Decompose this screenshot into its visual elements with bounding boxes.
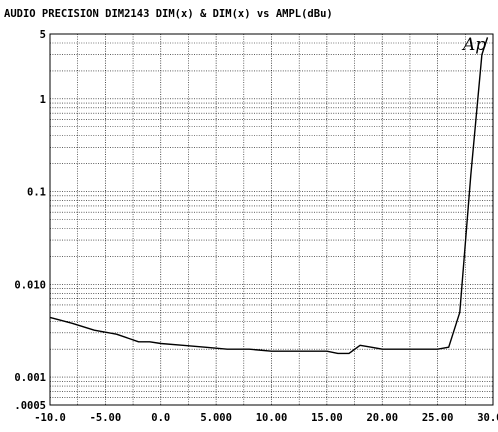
x-tick-label: -5.00 [90,412,122,424]
chart-title: AUDIO PRECISION DIM2143 DIM(x) & DIM(x) … [4,8,333,20]
x-tick-label: 15.00 [311,412,343,424]
y-tick-label: 1 [40,94,46,106]
series-line [49,37,489,355]
y-tick-label: .0005 [14,400,46,412]
grid [49,33,494,406]
plot-frame [49,33,494,406]
y-tick-label: 0.010 [14,279,46,291]
y-axis-ticks: 5 1 0.1 0.010 0.001 .0005 [14,29,46,412]
y-tick-label: 0.001 [14,372,46,384]
y-tick-label: 0.1 [27,187,46,199]
x-tick-label: 25.00 [422,412,454,424]
ap-logo: Ap [461,35,486,55]
y-tick-label: 5 [40,29,46,41]
x-tick-label: 30.00 [477,412,498,424]
x-tick-label: 5.000 [200,412,232,424]
x-tick-label: 20.00 [366,412,398,424]
x-tick-label: 10.00 [256,412,288,424]
x-axis-ticks: -10.0 -5.00 0.0 5.000 10.00 15.00 20.00 25.00 30… [34,412,498,424]
series-layer [49,37,489,355]
x-tick-label: -10.0 [34,412,66,424]
x-tick-label: 0.0 [151,412,170,424]
